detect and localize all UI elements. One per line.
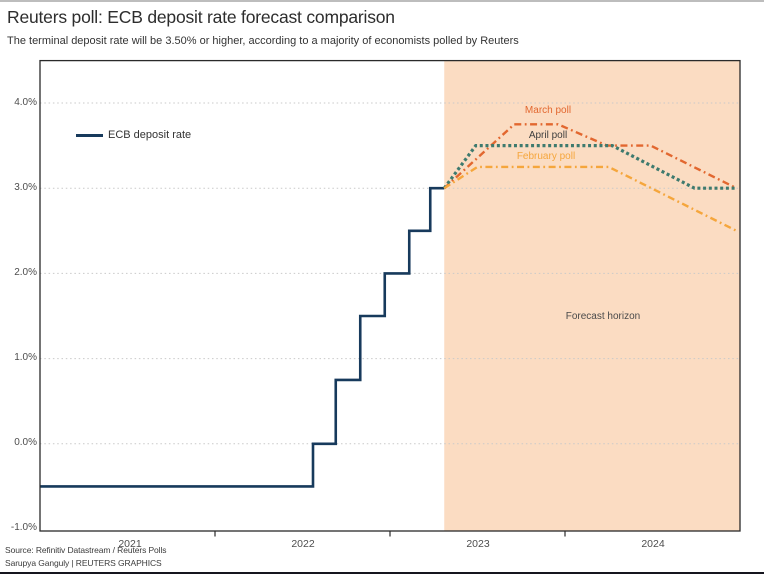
series-february-poll (443, 165, 738, 232)
series-april-poll (442, 144, 737, 190)
y-tick-label: 3.0% (14, 182, 37, 193)
legend: ECB deposit rate (76, 129, 191, 141)
x-tick-label: 2024 (641, 538, 665, 550)
y-tick-label: 1.0% (14, 352, 37, 363)
legend-label: ECB deposit rate (108, 129, 192, 141)
y-tick-label: 0.0% (14, 437, 37, 448)
credit-line: Sarupya Ganguly | REUTERS GRAPHICS (5, 558, 162, 568)
february-poll-label: February poll (516, 151, 576, 162)
series-ecb-deposit-rate (40, 186, 445, 488)
x-tick-label: 2023 (466, 538, 490, 550)
y-tick-label: 4.0% (14, 97, 37, 108)
page-title: Reuters poll: ECB deposit rate forecast … (7, 7, 395, 27)
bottom-rule (0, 572, 764, 574)
x-tick-label: 2021 (118, 538, 142, 550)
forecast-region (444, 60, 740, 531)
legend-line-swatch (76, 133, 103, 137)
source-line: Source: Refinitiv Datastream / Reuters P… (5, 545, 167, 555)
march-poll-label: March poll (524, 105, 572, 116)
chart-subtitle: The terminal deposit rate will be 3.50% … (7, 35, 519, 47)
x-tick-label: 2022 (291, 538, 315, 550)
y-tick-label: 2.0% (14, 267, 37, 278)
y-tick-label: -1.0% (10, 522, 37, 533)
forecast-horizon-label: Forecast horizon (565, 311, 641, 322)
april-poll-label: April poll (528, 130, 568, 141)
